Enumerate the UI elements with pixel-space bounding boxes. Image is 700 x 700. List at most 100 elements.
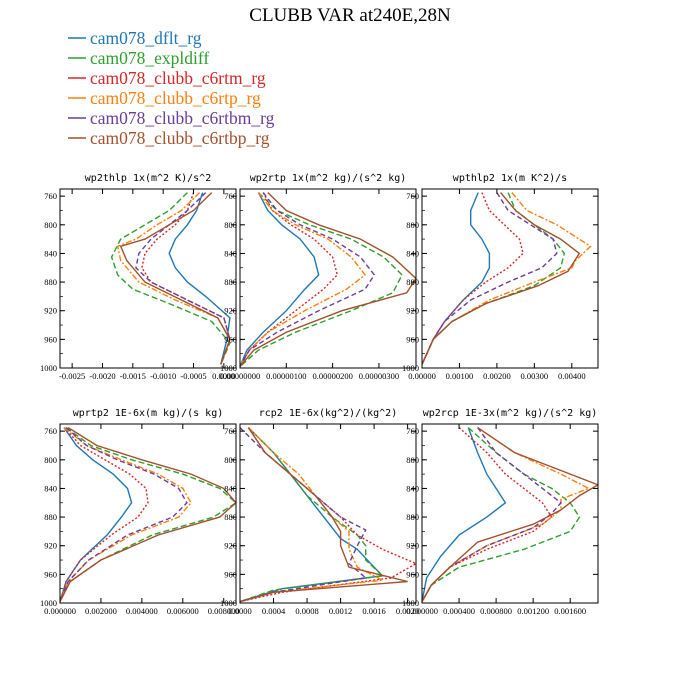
y-tick-label: 800 (406, 455, 419, 465)
panel-title: wpthlp2 1x(m K^2)/s (453, 173, 567, 184)
panel-frame (421, 423, 599, 604)
x-tick-label: 0.006000 (167, 606, 199, 616)
y-tick-label: 760 (44, 191, 57, 201)
x-tick-label: 0.0004 (262, 606, 286, 616)
y-tick-label: 1000 (402, 598, 419, 608)
y-tick-label: 960 (224, 334, 237, 344)
legend: cam078_dflt_rgcam078_expldiffcam078_club… (68, 28, 275, 148)
x-tick-label: 0.00000200 (312, 371, 352, 381)
y-tick-label: 800 (44, 220, 57, 230)
x-tick-label: 0.004000 (126, 606, 158, 616)
y-tick-label: 880 (406, 277, 419, 287)
y-tick-label: 920 (406, 541, 419, 551)
series-group (422, 192, 592, 365)
series-group (110, 192, 231, 365)
panel-title: wp2rcp 1E-3x(m^2 kg)/(s^2 kg) (423, 408, 598, 419)
x-tick-label: -0.0020 (89, 371, 115, 381)
series-group (422, 427, 598, 602)
y-tick-label: 840 (406, 248, 419, 258)
x-tick-label: 0.00300 (521, 371, 549, 381)
y-tick-label: 960 (44, 334, 57, 344)
y-tick-label: 840 (406, 483, 419, 493)
y-tick-label: 880 (406, 512, 419, 522)
series-line (168, 192, 231, 365)
series-line (60, 427, 236, 602)
series-line (422, 427, 507, 602)
y-tick-label: 1000 (220, 363, 237, 373)
series-group (60, 427, 236, 602)
y-tick-label: 960 (406, 569, 419, 579)
y-tick-label: 800 (406, 220, 419, 230)
series-line (240, 427, 385, 603)
series-group (240, 427, 416, 603)
y-tick-label: 760 (406, 191, 419, 201)
x-tick-label: 0.00000100 (266, 371, 306, 381)
x-tick-label: 0.00000000 (220, 371, 260, 381)
panel-title: wprtp2 1E-6x(m kg)/(s kg) (73, 408, 224, 419)
y-tick-label: 1000 (402, 363, 419, 373)
series-line (240, 192, 320, 367)
y-tick-label: 920 (44, 541, 57, 551)
x-tick-label: 0.000800 (480, 606, 512, 616)
y-tick-label: 880 (224, 512, 237, 522)
y-tick-label: 800 (224, 220, 237, 230)
y-tick-label: 920 (224, 541, 237, 551)
legend-label: cam078_expldiff (90, 48, 209, 68)
series-line (240, 192, 416, 368)
panel-title: rcp2 1E-6x(kg^2)/(kg^2) (259, 408, 397, 419)
x-tick-label: 0.00400 (558, 371, 586, 381)
panel-frame (239, 423, 417, 604)
panel-title: wp2thlp 1x(m^2 K)/s^2 (85, 173, 211, 184)
x-tick-label: -0.0025 (59, 371, 85, 381)
series-line (60, 427, 133, 602)
series-group (240, 192, 416, 368)
legend-label: cam078_clubb_c6rtbp_rg (90, 128, 270, 148)
panel-5: rcp2 1E-6x(kg^2)/(kg^2) 760 800 840 880 920 96… (220, 408, 419, 616)
series-line (119, 192, 231, 365)
x-tick-label: 0.0012 (329, 606, 352, 616)
legend-label: cam078_clubb_c6rtp_rg (90, 88, 261, 108)
y-tick-label: 920 (406, 306, 419, 316)
series-line (422, 192, 491, 365)
x-tick-label: 0.00200 (483, 371, 511, 381)
series-line (240, 427, 408, 603)
series-line (422, 427, 581, 602)
y-tick-label: 800 (224, 455, 237, 465)
y-tick-label: 920 (44, 306, 57, 316)
x-tick-label: 0.00000 (408, 371, 436, 381)
panel-3: wpthlp2 1x(m K^2)/s 760 800 840 880 920 960 100… (402, 173, 599, 381)
series-line (60, 427, 236, 602)
series-line (422, 427, 562, 602)
x-tick-label: 0.0000 (228, 606, 251, 616)
panel-4: wprtp2 1E-6x(m kg)/(s kg)760800840880920… (40, 408, 240, 616)
y-tick-label: 760 (406, 426, 419, 436)
series-line (240, 192, 339, 367)
series-line (116, 192, 231, 365)
x-tick-label: 0.0008 (295, 606, 318, 616)
series-line (60, 427, 192, 602)
y-tick-label: 960 (406, 334, 419, 344)
x-tick-label: -0.0005 (180, 371, 206, 381)
x-tick-label: 0.008000 (208, 606, 240, 616)
y-tick-label: 800 (44, 455, 57, 465)
x-tick-label: 0.001200 (517, 606, 549, 616)
x-tick-label: 0.000400 (443, 606, 475, 616)
series-line (422, 427, 598, 602)
legend-label: cam078_clubb_c6rtbm_rg (90, 108, 275, 128)
y-tick-label: 840 (224, 248, 237, 258)
series-line (240, 427, 384, 603)
y-tick-label: 1000 (220, 598, 237, 608)
y-tick-label: 1000 (40, 598, 57, 608)
x-tick-label: 0.0016 (362, 606, 385, 616)
series-line (240, 427, 385, 603)
y-tick-label: 960 (44, 569, 57, 579)
series-line (422, 192, 581, 365)
x-tick-label: 0.000000 (44, 606, 76, 616)
y-tick-label: 840 (224, 483, 237, 493)
y-tick-label: 880 (44, 277, 57, 287)
legend-label: cam078_dflt_rg (90, 28, 202, 48)
y-tick-label: 1000 (40, 363, 57, 373)
panels: wp2thlp 1x(m^2 K)/s^2 760 800 840 880 920 960 1… (40, 173, 599, 616)
legend-label: cam078_clubb_c6rtm_rg (90, 68, 266, 88)
